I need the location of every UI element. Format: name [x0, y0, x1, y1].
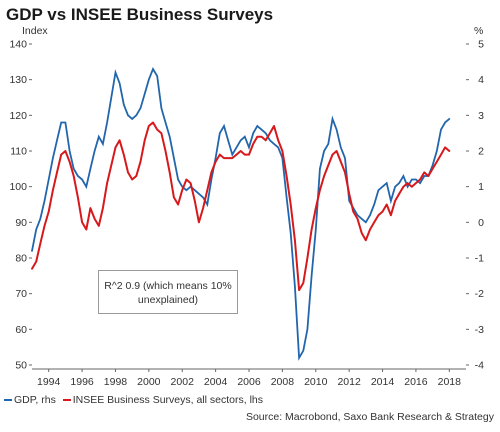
left-tick-label: 50 [15, 360, 27, 372]
x-tick-label: 2016 [404, 376, 428, 388]
left-axis-label: Index [22, 25, 48, 37]
x-tick-label: 2006 [237, 376, 261, 388]
right-axis-label: % [474, 25, 483, 37]
gdp-series-line [31, 66, 451, 361]
legend-item-insee: INSEE Business Surveys, all sectors, lhs [62, 394, 263, 406]
x-tick-label: 2012 [337, 376, 361, 388]
legend-label-insee: INSEE Business Surveys, all sectors, lhs [72, 394, 263, 406]
left-axis: 50 60 70 80 90 100 110 120 130 140 [9, 39, 32, 372]
insee-series-line [31, 121, 451, 292]
left-tick-label: 100 [9, 181, 27, 193]
x-tick-label: 2008 [271, 376, 295, 388]
right-tick-label: -1 [475, 253, 484, 265]
right-tick-label: -3 [475, 324, 484, 336]
source-note: Source: Macrobond, Saxo Bank Research & … [245, 411, 494, 423]
legend-swatch-insee [62, 399, 71, 402]
right-tick-label: 2 [478, 146, 484, 158]
left-tick-label: 110 [10, 146, 27, 158]
left-tick-label: 70 [15, 288, 27, 300]
left-tick-label: 140 [9, 39, 27, 51]
left-tick-label: 130 [9, 74, 27, 86]
right-tick-label: 3 [478, 110, 484, 122]
x-tick-label: 2000 [137, 376, 161, 388]
legend-item-gdp: GDP, rhs [4, 394, 56, 406]
right-tick-label: 5 [478, 39, 484, 51]
left-tick-label: 80 [15, 253, 27, 265]
right-tick-label: 4 [478, 74, 484, 86]
left-tick-label: 90 [15, 217, 27, 229]
x-tick-label: 2014 [371, 376, 395, 388]
x-tick-label: 1998 [104, 376, 128, 388]
x-tick-label: 2002 [171, 376, 195, 388]
left-tick-label: 120 [9, 110, 27, 122]
right-axis: -4 -3 -2 -1 0 1 2 3 4 5 [466, 39, 484, 372]
annotation-box: R^2 0.9 (which means 10% unexplained) [98, 270, 238, 314]
legend-label-gdp: GDP, rhs [14, 394, 56, 406]
x-tick-label: 2004 [204, 376, 228, 388]
x-tick-label: 1994 [37, 376, 61, 388]
x-tick-label: 2010 [304, 376, 328, 388]
series-layer [31, 66, 451, 361]
x-tick-label: 1996 [70, 376, 94, 388]
right-tick-label: 1 [478, 181, 484, 193]
legend: GDP, rhs INSEE Business Surveys, all sec… [4, 394, 267, 406]
right-tick-label: -2 [475, 288, 484, 300]
annotation-text: R^2 0.9 (which means 10% unexplained) [104, 280, 232, 306]
right-tick-label: -4 [475, 360, 484, 372]
x-axis: 1994 1996 1998 2000 2002 2004 2006 2008 2010 2012… [32, 368, 466, 388]
right-tick-label: 0 [478, 217, 484, 229]
legend-swatch-gdp [4, 399, 12, 402]
x-tick-label: 2018 [438, 376, 462, 388]
chart-title: GDP vs INSEE Business Surveys [6, 5, 274, 24]
left-tick-label: 60 [15, 324, 27, 336]
